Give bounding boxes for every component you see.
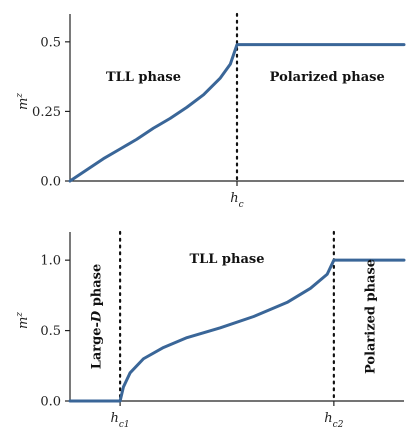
top-panel: 0.0 0.25 0.5 mz hc TLL phase Polarized phase [15, 12, 406, 210]
bottom-panel: 0.0 0.5 1.0 mz hc1 hc2 TLL phase Large-D phase P… [15, 230, 406, 430]
x-tick-label: hc2 [324, 411, 343, 430]
phase-label: TLL phase [106, 70, 181, 85]
y-axis-label: mz [15, 312, 31, 329]
phase-label: Polarized phase [364, 259, 379, 374]
magnetization-curve [68, 43, 406, 183]
phase-label: Large-D phase [90, 264, 105, 370]
phase-label: TLL phase [189, 252, 264, 267]
magnetization-curve [68, 258, 406, 403]
y-tick-label: 1.0 [40, 254, 61, 269]
y-tick-label: 0.5 [40, 35, 61, 50]
phase-label: Polarized phase [270, 70, 385, 85]
y-tick-label: 0.25 [32, 105, 61, 120]
y-axis-label: mz [15, 93, 31, 110]
x-tick-label: hc1 [111, 411, 130, 430]
x-tick-label: hc [230, 191, 243, 210]
y-tick-label: 0.0 [40, 395, 61, 410]
y-tick-label: 0.0 [40, 175, 61, 190]
y-tick-label: 0.5 [40, 324, 61, 339]
